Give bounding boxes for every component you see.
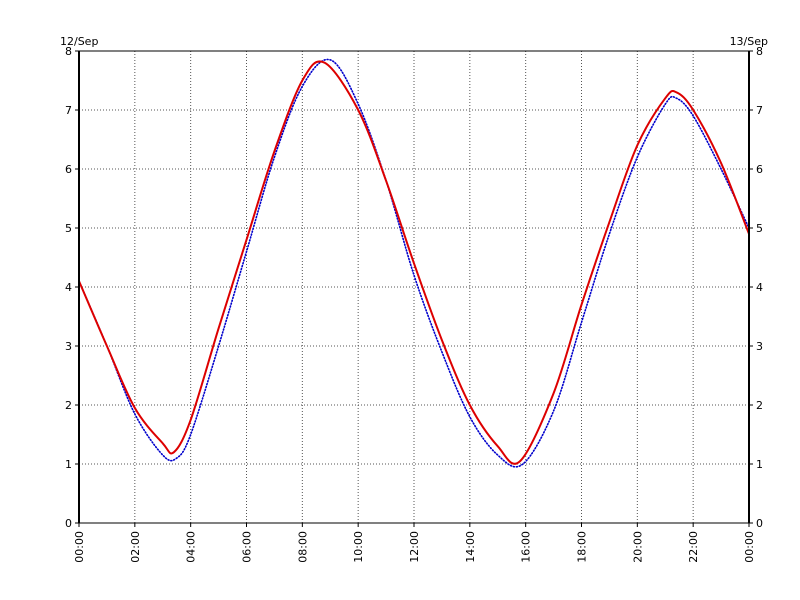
x-tick-label: 06:00	[241, 531, 254, 563]
y-tick-label-left: 2	[65, 399, 72, 412]
axes-layer	[75, 50, 753, 527]
grid-layer	[79, 51, 749, 523]
x-tick-label: 14:00	[464, 531, 477, 563]
series-layer	[78, 58, 750, 468]
predicted-tide-line	[78, 58, 750, 468]
y-tick-label-right: 5	[756, 222, 763, 235]
y-tick-label-left: 7	[65, 104, 72, 117]
x-tick-label: 12:00	[408, 531, 421, 563]
y-tick-label-right: 1	[756, 458, 763, 471]
labels-layer: 12/Sep 13/Sep 0 0 1 1 2 2 3 3 4 4 5 5 6 6 7 7 8 8 00:00 02:…	[60, 35, 768, 563]
x-tick-label: 10:00	[352, 531, 365, 563]
y-tick-label-left: 0	[65, 517, 72, 530]
x-tick-label: 18:00	[576, 531, 589, 563]
y-tick-label-right: 2	[756, 399, 763, 412]
x-tick-label: 00:00	[743, 531, 756, 563]
y-tick-label-left: 5	[65, 222, 72, 235]
y-tick-label-right: 6	[756, 163, 763, 176]
y-tick-label-left: 3	[65, 340, 72, 353]
y-tick-label-right: 8	[756, 45, 763, 58]
date-label-left: 12/Sep	[60, 35, 98, 48]
y-tick-label-right: 7	[756, 104, 763, 117]
y-tick-label-left: 6	[65, 163, 72, 176]
x-tick-label: 08:00	[296, 531, 309, 563]
x-tick-label: 22:00	[687, 531, 700, 563]
x-tick-label: 04:00	[185, 531, 198, 563]
date-label-right: 13/Sep	[730, 35, 768, 48]
y-tick-label-left: 4	[65, 281, 72, 294]
x-tick-label: 00:00	[73, 531, 86, 563]
x-tick-label: 16:00	[520, 531, 533, 563]
y-tick-label-right: 3	[756, 340, 763, 353]
y-tick-label-right: 0	[756, 517, 763, 530]
y-tick-label-left: 1	[65, 458, 72, 471]
observed-tide-line	[78, 60, 750, 465]
y-tick-label-left: 8	[65, 45, 72, 58]
y-tick-label-right: 4	[756, 281, 763, 294]
x-tick-label: 02:00	[129, 531, 142, 563]
x-tick-label: 20:00	[631, 531, 644, 563]
